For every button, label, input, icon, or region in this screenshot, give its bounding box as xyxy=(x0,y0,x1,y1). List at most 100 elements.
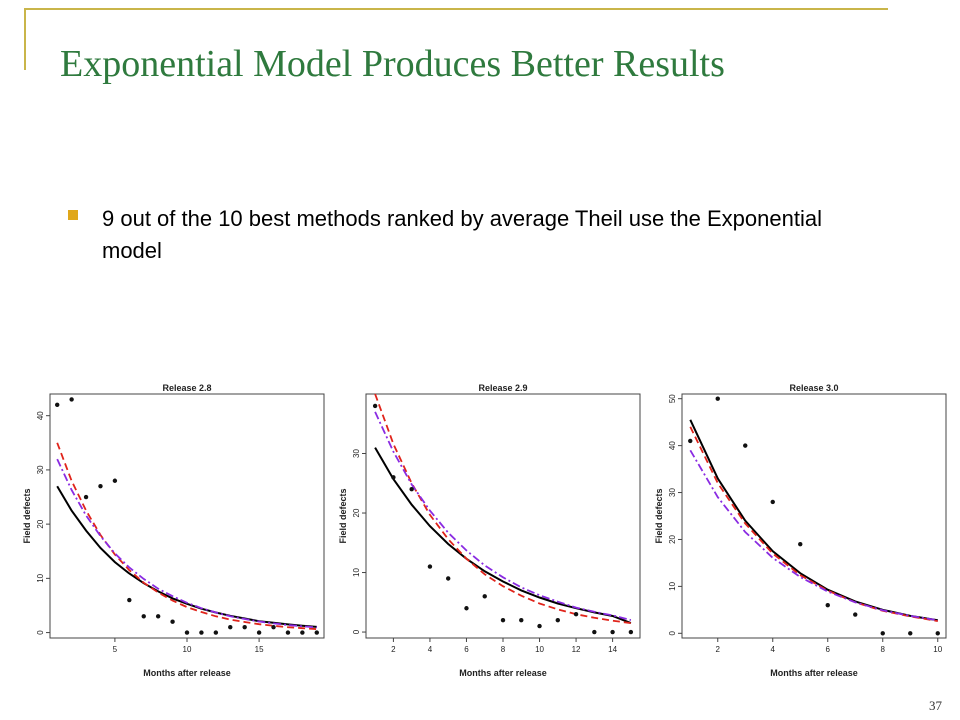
data-point xyxy=(242,624,247,630)
data-point xyxy=(573,611,579,617)
chart-title: Release 3.0 xyxy=(789,383,838,393)
chart-release-2-8: Release 2.8 0 10 20 30 40 5 10 15 Field defects Mo… xyxy=(22,383,325,678)
y-tick-label: 0 xyxy=(352,629,361,634)
y-axis-label: Field defects xyxy=(22,488,32,543)
y-axis-label: Field defects xyxy=(654,488,664,543)
y-tick-label: 0 xyxy=(668,631,677,636)
y-tick-label: 40 xyxy=(668,441,677,450)
data-point xyxy=(141,614,146,619)
x-axis-label: Months after release xyxy=(459,668,547,678)
data-point xyxy=(314,630,319,635)
model-curve xyxy=(374,393,632,624)
data-point xyxy=(427,564,433,569)
plot-frame xyxy=(681,393,947,639)
data-point xyxy=(537,623,542,629)
data-point xyxy=(98,483,103,489)
model-curve xyxy=(56,485,317,628)
chart-title: Release 2.9 xyxy=(478,383,527,393)
data-point xyxy=(935,631,940,636)
x-tick-label: 6 xyxy=(464,645,469,654)
y-axis-label: Field defects xyxy=(338,488,348,543)
data-point xyxy=(300,630,305,635)
y-tick-label: 30 xyxy=(36,465,45,474)
model-curve xyxy=(689,419,938,622)
x-tick-label: 10 xyxy=(183,645,192,654)
y-tick-label: 20 xyxy=(352,508,361,517)
data-point xyxy=(446,576,451,581)
data-point xyxy=(391,475,396,480)
x-tick-label: 2 xyxy=(716,645,721,654)
y-tick-label: 40 xyxy=(36,411,45,420)
data-point xyxy=(256,630,262,635)
chart-release-3-0: Release 3.0 0 10 20 30 40 50 2 4 6 8 10 Field defect… xyxy=(654,383,947,678)
data-point xyxy=(500,617,506,623)
plot-frame xyxy=(365,393,641,639)
data-point xyxy=(127,597,132,603)
data-point xyxy=(213,630,219,635)
x-tick-label: 12 xyxy=(572,645,581,654)
y-tick-label: 10 xyxy=(36,573,45,582)
model-curve xyxy=(689,426,938,622)
model-curve xyxy=(374,447,632,625)
data-point xyxy=(610,629,615,635)
data-point xyxy=(199,630,204,635)
data-point xyxy=(83,494,89,500)
page-number: 37 xyxy=(929,698,942,713)
y-tick-label: 10 xyxy=(352,568,361,577)
data-point xyxy=(853,612,858,617)
y-tick-label: 0 xyxy=(36,630,45,635)
data-point xyxy=(825,602,830,608)
y-tick-label: 20 xyxy=(668,534,677,543)
y-tick-label: 10 xyxy=(668,581,677,590)
decorative-top-rule xyxy=(24,8,888,10)
data-point xyxy=(112,478,118,483)
data-point xyxy=(184,630,190,635)
x-axis-label: Months after release xyxy=(770,668,858,678)
x-tick-label: 5 xyxy=(113,645,118,654)
x-tick-label: 8 xyxy=(501,645,506,654)
y-tick-label: 30 xyxy=(352,449,361,458)
x-tick-label: 8 xyxy=(881,645,886,654)
data-point xyxy=(170,619,175,624)
data-point xyxy=(372,403,378,409)
x-tick-label: 15 xyxy=(255,645,264,654)
plot-frame xyxy=(49,393,325,639)
x-tick-label: 4 xyxy=(428,645,433,654)
decorative-left-rule xyxy=(24,8,26,70)
data-point xyxy=(409,487,414,492)
data-point xyxy=(555,617,560,623)
data-point xyxy=(519,617,524,623)
data-point xyxy=(798,541,803,547)
data-point xyxy=(285,630,291,635)
model-curve xyxy=(374,411,632,621)
data-point xyxy=(908,631,913,636)
data-point xyxy=(770,499,775,505)
y-tick-label: 20 xyxy=(36,519,45,528)
x-tick-label: 10 xyxy=(535,645,544,654)
chart-release-2-9: Release 2.9 0 10 20 30 2 4 6 8 10 12 14 Field defect… xyxy=(338,383,641,678)
model-curve xyxy=(56,458,317,629)
model-curve xyxy=(56,442,317,630)
data-point xyxy=(464,606,469,611)
bullet-text: 9 out of the 10 best methods ranked by a… xyxy=(102,206,822,263)
x-tick-label: 6 xyxy=(826,645,831,654)
data-point xyxy=(628,629,634,635)
x-axis-label: Months after release xyxy=(143,668,231,678)
data-point xyxy=(880,631,885,636)
x-tick-label: 14 xyxy=(608,645,617,654)
x-tick-label: 10 xyxy=(933,645,942,654)
data-point xyxy=(482,594,487,599)
slide-title: Exponential Model Produces Better Result… xyxy=(60,43,725,85)
model-curve xyxy=(689,449,938,622)
data-point xyxy=(688,438,693,444)
data-point xyxy=(271,624,276,630)
chart-title: Release 2.8 xyxy=(162,383,211,393)
data-point xyxy=(592,629,597,635)
x-tick-label: 4 xyxy=(771,645,776,654)
data-point xyxy=(69,397,74,402)
data-point xyxy=(715,396,720,401)
x-tick-label: 2 xyxy=(391,645,396,654)
y-tick-label: 50 xyxy=(668,394,677,403)
data-point xyxy=(743,443,748,448)
data-point xyxy=(55,402,60,408)
